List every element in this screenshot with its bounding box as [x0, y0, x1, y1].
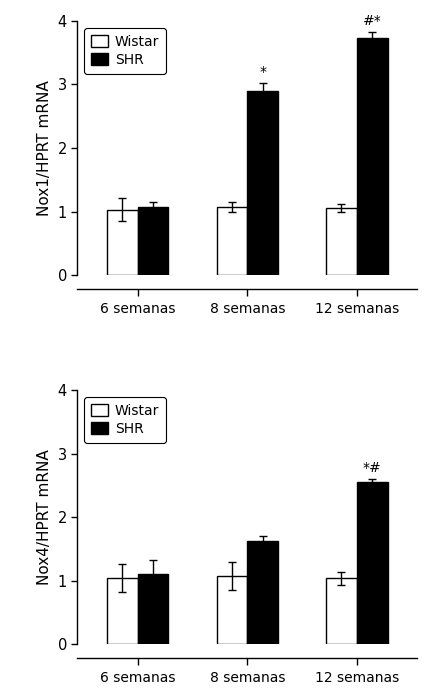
- Y-axis label: Nox1/HPRT mRNA: Nox1/HPRT mRNA: [37, 80, 52, 216]
- Text: #*: #*: [363, 14, 381, 28]
- Bar: [107, 578, 138, 644]
- Text: *#: *#: [363, 462, 381, 475]
- Bar: [357, 38, 387, 275]
- Legend: Wistar, SHR: Wistar, SHR: [84, 28, 166, 73]
- Bar: [326, 208, 357, 275]
- Bar: [138, 574, 169, 644]
- Bar: [217, 207, 247, 275]
- Bar: [326, 578, 357, 644]
- Bar: [217, 576, 247, 644]
- Bar: [138, 207, 169, 275]
- Bar: [107, 210, 138, 275]
- Y-axis label: Nox4/HPRT mRNA: Nox4/HPRT mRNA: [37, 449, 52, 585]
- Bar: [247, 91, 278, 275]
- Legend: Wistar, SHR: Wistar, SHR: [84, 397, 166, 443]
- Text: *: *: [259, 64, 266, 79]
- Bar: [247, 541, 278, 644]
- Bar: [357, 482, 387, 644]
